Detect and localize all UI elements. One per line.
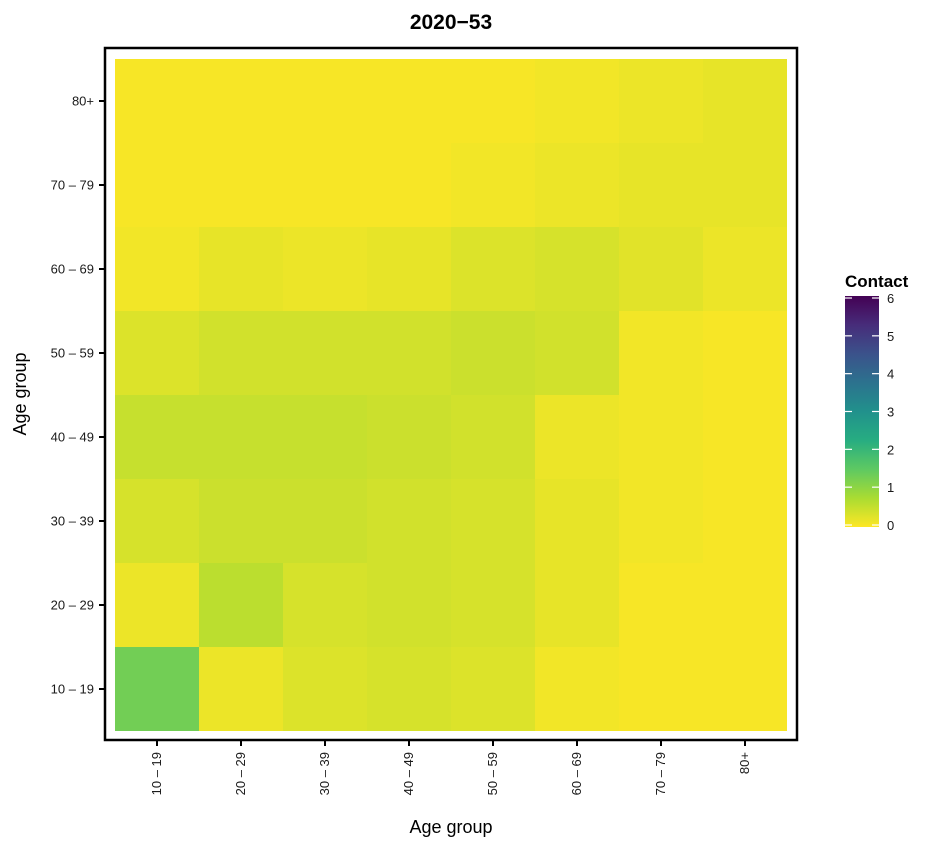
heatmap-cell [367, 59, 451, 143]
heatmap-cell [703, 227, 787, 311]
heatmap-cell [367, 311, 451, 395]
heatmap-cell [115, 647, 199, 731]
heatmap-cell [619, 395, 703, 479]
legend-title: Contact [845, 272, 909, 291]
heatmap-cell [283, 647, 367, 731]
heatmap-cell [367, 647, 451, 731]
heatmap-cell [115, 143, 199, 227]
heatmap-cell [115, 563, 199, 647]
heatmap-cell [535, 227, 619, 311]
x-tick-label: 30 – 39 [317, 752, 332, 795]
heatmap-cell [199, 395, 283, 479]
heatmap-cell [199, 479, 283, 563]
heatmap-cell [703, 479, 787, 563]
x-axis: 10 – 19 20 – 29 30 – 39 40 – 49 50 – 59 60 – … [149, 740, 752, 795]
y-axis-title: Age group [10, 352, 30, 435]
legend-tick-label: 4 [887, 367, 894, 382]
heatmap-cell [451, 395, 535, 479]
heatmap-cell [199, 647, 283, 731]
heatmap-cell [451, 143, 535, 227]
heatmap-cell [703, 143, 787, 227]
x-tick-label: 50 – 59 [485, 752, 500, 795]
x-tick-label: 80+ [737, 752, 752, 774]
heatmap-cell [115, 311, 199, 395]
heatmap-cell [199, 311, 283, 395]
legend-tick-label: 0 [887, 518, 894, 533]
y-tick-label: 40 – 49 [51, 430, 94, 445]
heatmap-cell [619, 311, 703, 395]
heatmap-cell [283, 227, 367, 311]
y-tick-label: 30 – 39 [51, 514, 94, 529]
heatmap-cell [451, 59, 535, 143]
heatmap-cell [115, 227, 199, 311]
heatmap-cell [367, 143, 451, 227]
heatmap-cell [367, 227, 451, 311]
heatmap-cell [703, 311, 787, 395]
heatmap-cell [535, 59, 619, 143]
chart-title: 2020−53 [410, 11, 492, 34]
heatmap-cell [703, 395, 787, 479]
x-axis-title: Age group [409, 817, 492, 837]
legend-tick-label: 2 [887, 442, 894, 457]
legend-tick-label: 3 [887, 405, 894, 420]
heatmap-cell [367, 395, 451, 479]
heatmap-cell [367, 563, 451, 647]
y-tick-label: 10 – 19 [51, 682, 94, 697]
heatmap-cell [115, 59, 199, 143]
heatmap-cell [703, 647, 787, 731]
heatmap-cell [199, 143, 283, 227]
x-tick-label: 40 – 49 [401, 752, 416, 795]
heatmap-cell [451, 647, 535, 731]
y-tick-label: 80+ [72, 94, 94, 109]
heatmap-cell [619, 143, 703, 227]
heatmap-cell [535, 647, 619, 731]
x-tick-label: 10 – 19 [149, 752, 164, 795]
heatmap-cell [535, 395, 619, 479]
x-tick-label: 60 – 69 [569, 752, 584, 795]
heatmap-cell [451, 479, 535, 563]
heatmap-cell [283, 563, 367, 647]
heatmap-cell [199, 59, 283, 143]
heatmap-cell [199, 227, 283, 311]
heatmap-cell [283, 311, 367, 395]
heatmap-cell [619, 59, 703, 143]
heatmap-cell [619, 227, 703, 311]
heatmap-cell [115, 479, 199, 563]
heatmap-cell [535, 479, 619, 563]
y-tick-label: 50 – 59 [51, 346, 94, 361]
x-tick-label: 20 – 29 [233, 752, 248, 795]
heatmap-cell [619, 647, 703, 731]
heatmap-cell [367, 479, 451, 563]
legend-tick-label: 5 [887, 329, 894, 344]
heatmap-cell [451, 311, 535, 395]
heatmap-cell [619, 479, 703, 563]
heatmap-cell [619, 563, 703, 647]
y-tick-label: 20 – 29 [51, 598, 94, 613]
heatmap-cell [535, 311, 619, 395]
y-axis: 10 – 19 20 – 29 30 – 39 40 – 49 50 – 59 60 – … [51, 94, 105, 697]
heatmap-cell [283, 395, 367, 479]
heatmap-cell [703, 563, 787, 647]
heatmap-cell [199, 563, 283, 647]
y-tick-label: 70 – 79 [51, 178, 94, 193]
x-tick-label: 70 – 79 [653, 752, 668, 795]
legend-tick-label: 6 [887, 291, 894, 306]
heatmap-cell [283, 59, 367, 143]
heatmap-cell [283, 479, 367, 563]
legend: Contact 0 1 2 3 4 5 6 [845, 272, 909, 533]
heatmap-cell [451, 563, 535, 647]
heatmap-cell [703, 59, 787, 143]
heatmap-cell [283, 143, 367, 227]
heatmap-cell [535, 563, 619, 647]
heatmap-cell [451, 227, 535, 311]
heatmap-cell [535, 143, 619, 227]
legend-tick-label: 1 [887, 480, 894, 495]
heatmap-cells [115, 59, 787, 731]
heatmap-cell [115, 395, 199, 479]
y-tick-label: 60 – 69 [51, 262, 94, 277]
